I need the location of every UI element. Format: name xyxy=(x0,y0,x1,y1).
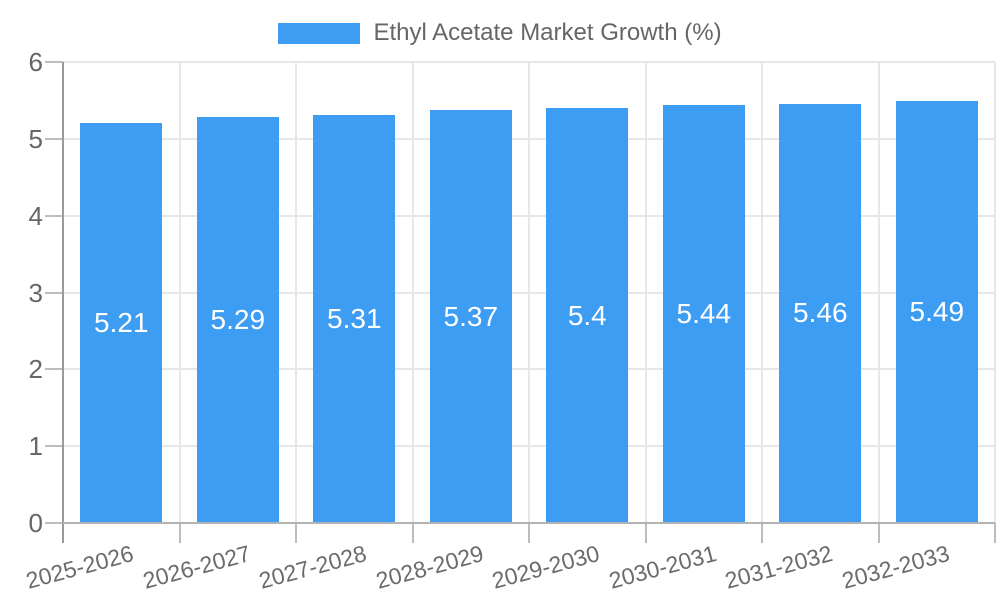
bar-value-label: 5.37 xyxy=(443,300,499,332)
bar-value-label: 5.21 xyxy=(94,306,149,338)
bar-value-label: 5.46 xyxy=(793,297,848,329)
x-axis-tick xyxy=(178,523,181,543)
gridline-vertical xyxy=(528,62,530,523)
gridline-vertical xyxy=(877,62,880,523)
x-axis-label: 2026-2027 xyxy=(139,540,253,594)
bar-2025-2026[interactable] xyxy=(80,122,163,523)
bar-value-label: 5.31 xyxy=(327,303,382,334)
bar-value-label: 5.49 xyxy=(909,296,965,328)
gridline-vertical xyxy=(644,62,647,523)
bar-value-label: 5.4 xyxy=(567,299,607,331)
y-axis-tick xyxy=(45,368,63,371)
x-axis-label: 2032-2033 xyxy=(838,540,952,594)
y-axis-line xyxy=(62,62,64,543)
x-axis-label: 2027-2028 xyxy=(256,540,370,594)
legend-label: Ethyl Acetate Market Growth (%) xyxy=(373,19,722,46)
x-axis-label: 2030-2031 xyxy=(605,540,719,594)
gridline-vertical xyxy=(761,62,763,523)
x-axis-tick xyxy=(295,523,297,543)
chart-legend[interactable]: Ethyl Acetate Market Growth (%) xyxy=(0,20,1000,46)
x-axis-label: 2025-2026 xyxy=(23,540,137,594)
x-axis-label: 2031-2032 xyxy=(722,540,836,594)
y-axis-tick xyxy=(45,61,63,63)
bar-2030-2031[interactable] xyxy=(662,105,745,523)
bar-2027-2028[interactable] xyxy=(313,115,396,523)
x-axis-tick xyxy=(644,523,647,543)
x-axis-tick xyxy=(877,523,880,543)
y-axis-label: 1 xyxy=(28,431,43,462)
x-axis-label: 2028-2029 xyxy=(372,540,486,594)
y-axis-label: 4 xyxy=(28,200,43,231)
y-axis-tick xyxy=(45,137,63,140)
y-axis-tick xyxy=(45,445,63,448)
y-axis-tick xyxy=(45,522,63,524)
gridline-vertical xyxy=(411,62,414,523)
x-axis-label: 2029-2030 xyxy=(489,540,603,594)
bar-value-label: 5.29 xyxy=(210,303,266,335)
gridline-vertical xyxy=(994,62,996,523)
y-axis-label: 6 xyxy=(28,47,43,77)
x-axis-tick xyxy=(761,523,763,543)
x-axis-tick xyxy=(528,523,530,543)
bar-2032-2033[interactable] xyxy=(895,101,978,523)
x-axis-line xyxy=(63,522,995,524)
bar-2026-2027[interactable] xyxy=(196,116,279,523)
y-axis-label: 0 xyxy=(28,508,43,538)
bar-2029-2030[interactable] xyxy=(546,108,629,523)
legend-swatch xyxy=(278,22,361,44)
x-axis-tick xyxy=(411,523,414,543)
y-axis-tick xyxy=(45,214,63,217)
y-axis-label: 2 xyxy=(28,354,43,385)
x-axis-tick xyxy=(994,523,996,543)
y-axis-label: 3 xyxy=(28,277,43,308)
y-axis-label: 5 xyxy=(28,123,43,154)
bar-2028-2029[interactable] xyxy=(429,110,512,523)
bar-2031-2032[interactable] xyxy=(779,103,862,523)
y-axis-tick xyxy=(45,291,63,294)
gridline-vertical xyxy=(295,62,297,523)
bar-value-label: 5.44 xyxy=(676,298,732,329)
gridline-vertical xyxy=(178,62,181,523)
